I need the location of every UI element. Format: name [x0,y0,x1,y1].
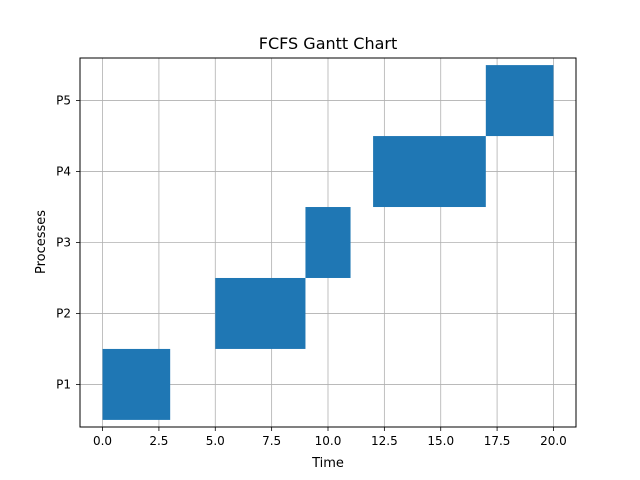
y-tick-label: P3 [56,236,71,250]
gantt-bar-p2 [215,277,306,349]
gantt-bar-p3 [305,207,351,278]
x-tick-label: 17.5 [484,434,511,448]
gantt-bar-p1 [102,348,171,420]
x-tick-label: 12.5 [371,434,398,448]
x-tick-label: 2.5 [149,434,168,448]
gantt-bar-p4 [373,136,486,208]
x-tick-label: 20.0 [540,434,567,448]
x-tick-label: 10.0 [315,434,342,448]
gantt-bar-p5 [485,65,554,137]
y-tick-label: P2 [56,306,71,320]
x-axis-label: Time [311,456,344,471]
x-tick-label: 5.0 [206,434,225,448]
y-tick-label: P1 [56,377,71,391]
x-ticks: 0.0 2.5 5.0 7.5 10.0 12.5 15.0 17.5 20.0 [93,427,567,448]
y-ticks: P1 P2 P3 P4 P5 [56,94,80,391]
x-tick-label: 0.0 [93,434,112,448]
x-tick-label: 7.5 [262,434,281,448]
bars [102,65,554,420]
y-axis-label: Processes [34,210,49,274]
y-tick-label: P4 [56,165,71,179]
chart-title: FCFS Gantt Chart [259,34,397,53]
x-tick-label: 15.0 [427,434,454,448]
y-tick-label: P5 [56,94,71,108]
